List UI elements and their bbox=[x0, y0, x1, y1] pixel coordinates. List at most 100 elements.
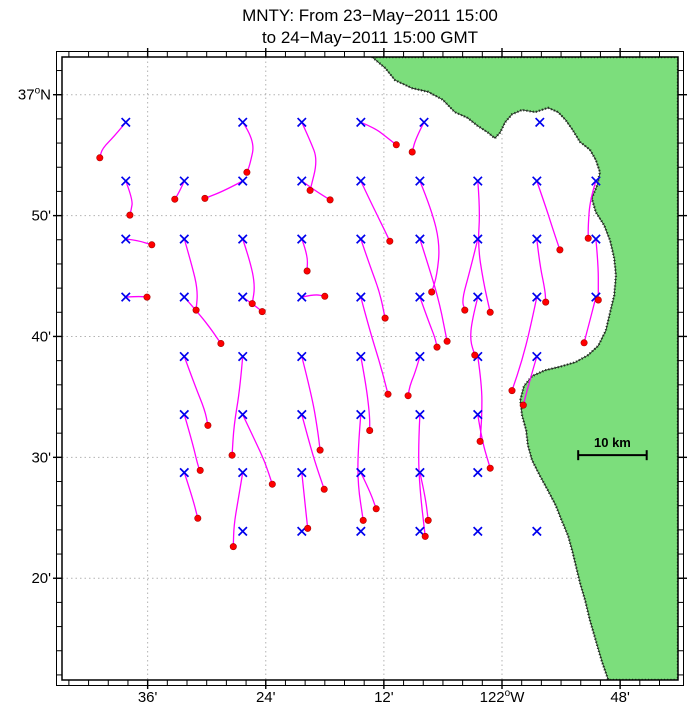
trajectory-path bbox=[418, 413, 426, 538]
trajectory-endpoint-dot bbox=[584, 234, 592, 242]
trajectory-endpoint-dot bbox=[433, 343, 441, 351]
trajectory-endpoint-dot bbox=[148, 241, 156, 249]
trajectory-path bbox=[587, 180, 597, 239]
trajectory-endpoint-dot bbox=[580, 339, 588, 347]
grid-marker-x bbox=[356, 176, 366, 186]
land-polygon bbox=[372, 57, 678, 680]
trajectory-endpoint-dot bbox=[171, 195, 179, 203]
trajectory-endpoint-dot bbox=[486, 308, 494, 316]
trajectory-path bbox=[183, 471, 199, 519]
trajectory-endpoint-dot bbox=[384, 390, 392, 398]
trajectory-path bbox=[522, 355, 538, 406]
scale-bar-label: 10 km bbox=[594, 435, 631, 450]
trajectory-endpoint-dot bbox=[476, 437, 484, 445]
grid-marker-x bbox=[237, 117, 248, 128]
trajectory-path bbox=[462, 238, 479, 311]
grid-marker-x bbox=[179, 292, 190, 302]
grid-marker-x bbox=[237, 409, 248, 420]
trajectory-path bbox=[470, 296, 479, 356]
grid-marker-x bbox=[532, 526, 542, 537]
trajectory-path bbox=[301, 121, 317, 192]
trajectory-endpoint-dot bbox=[392, 141, 400, 149]
grid-marker-x bbox=[296, 409, 307, 420]
trajectory-endpoint-dot bbox=[404, 392, 412, 400]
grid-marker-x bbox=[419, 117, 429, 128]
trajectory-endpoint-dot bbox=[372, 505, 380, 513]
trajectory-path bbox=[242, 121, 254, 173]
y-tick-label: 20' bbox=[31, 570, 51, 587]
trajectory-path bbox=[242, 413, 273, 485]
trajectory-path bbox=[419, 180, 440, 293]
trajectory-endpoint-dot bbox=[386, 237, 394, 245]
trajectory-path bbox=[411, 121, 425, 153]
trajectory-endpoint-dot bbox=[366, 426, 374, 434]
trajectory-endpoint-dot bbox=[320, 485, 328, 493]
grid-marker-x bbox=[532, 351, 542, 362]
grid-marker-x bbox=[356, 526, 366, 537]
grid-marker-x bbox=[237, 234, 248, 244]
grid-marker-x bbox=[415, 467, 425, 478]
trajectory-endpoint-dot bbox=[303, 267, 311, 275]
trajectory-path bbox=[183, 296, 222, 345]
trajectory-path bbox=[360, 180, 391, 242]
x-tick-label: 24' bbox=[256, 689, 276, 706]
grid-marker-x bbox=[296, 176, 307, 186]
grid-marker-x bbox=[415, 351, 425, 362]
trajectory-path bbox=[125, 238, 153, 246]
trajectory-endpoint-dot bbox=[96, 154, 104, 162]
trajectory-endpoint-dot bbox=[428, 288, 436, 296]
trajectory-path bbox=[536, 238, 547, 303]
grid-marker-x bbox=[472, 176, 483, 186]
trajectory-path bbox=[360, 296, 389, 395]
trajectory-endpoint-dot bbox=[228, 451, 236, 459]
figure-title-line1: MNTY: From 23−May−2011 15:00 bbox=[242, 6, 498, 25]
endpoints-layer bbox=[96, 141, 602, 551]
trajectory-endpoint-dot bbox=[229, 543, 237, 551]
x-tick-label: 122oW bbox=[480, 688, 526, 706]
grid-marker-x bbox=[237, 351, 248, 362]
trajectory-path bbox=[301, 355, 321, 451]
trajectory-path bbox=[125, 295, 148, 298]
grid-marker-x bbox=[472, 292, 483, 302]
plot-frame-inner bbox=[61, 56, 679, 681]
trajectory-endpoint-dot bbox=[594, 296, 602, 304]
trajectory-path bbox=[357, 413, 364, 522]
grid-marker-x bbox=[179, 234, 190, 244]
trajectory-path bbox=[232, 471, 244, 548]
y-tick-label: 40' bbox=[31, 328, 51, 345]
grid-marker-x bbox=[415, 409, 425, 420]
trajectory-path bbox=[360, 238, 386, 319]
trajectory-endpoint-dot bbox=[326, 196, 334, 204]
trajectory-path bbox=[419, 296, 438, 348]
grid-markers-layer bbox=[120, 117, 601, 537]
trajectory-path bbox=[407, 355, 421, 397]
scale-bar-group: 10 km bbox=[577, 435, 648, 461]
grid-marker-x bbox=[415, 234, 425, 244]
grid-marker-x bbox=[472, 467, 483, 478]
trajectory-path bbox=[301, 180, 331, 201]
land-layer bbox=[370, 57, 678, 680]
trajectory-endpoint-dot bbox=[196, 466, 204, 474]
trajectory-path bbox=[231, 355, 244, 456]
trajectory-endpoint-dot bbox=[243, 168, 251, 176]
grid-marker-x bbox=[472, 234, 483, 244]
trajectory-path bbox=[204, 180, 244, 200]
trajectory-endpoint-dot bbox=[194, 514, 202, 522]
trajectory-endpoint-dot bbox=[306, 186, 314, 194]
grid-marker-x bbox=[296, 117, 307, 128]
trajectory-endpoint-dot bbox=[201, 194, 209, 202]
grid-marker-x bbox=[237, 292, 248, 302]
trajectory-path bbox=[477, 355, 483, 443]
trajectory-path bbox=[183, 413, 201, 472]
trajectory-endpoint-dot bbox=[204, 421, 212, 429]
grid-marker-x bbox=[356, 351, 366, 362]
y-tick-label: 37oN bbox=[18, 86, 51, 104]
frame-layer: 36' 24' 12' 122oW 48' 37oN 50' 40' 30' 20' bbox=[18, 48, 687, 706]
grid-marker-x bbox=[356, 234, 366, 244]
grid-marker-x bbox=[356, 292, 366, 302]
trajectory-endpoint-dot bbox=[424, 516, 432, 524]
grid-marker-x bbox=[356, 117, 366, 128]
grid-marker-x bbox=[237, 467, 248, 478]
grid-marker-x bbox=[120, 292, 131, 302]
